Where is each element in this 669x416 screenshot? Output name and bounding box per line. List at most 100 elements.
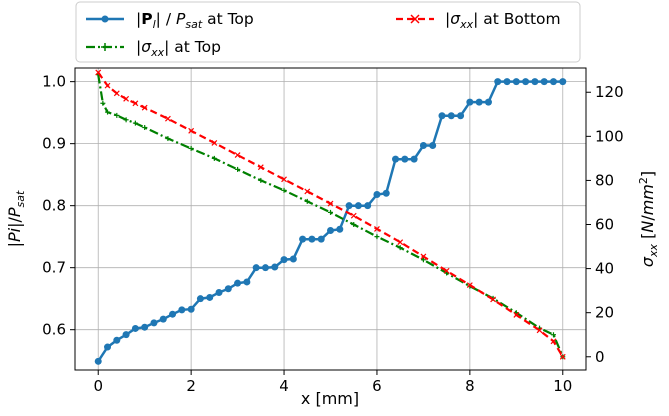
legend-marker-circle — [101, 15, 109, 23]
data-point — [261, 264, 269, 272]
data-point — [95, 69, 102, 76]
data-point — [382, 189, 390, 197]
data-point — [258, 177, 264, 183]
y-right-tick-label: 80 — [595, 171, 614, 189]
data-point — [308, 235, 316, 243]
data-point — [317, 235, 325, 243]
data-point — [484, 98, 492, 106]
data-point — [345, 202, 353, 210]
data-point — [114, 112, 120, 118]
data-point — [281, 187, 287, 193]
data-point — [420, 253, 427, 260]
data-point — [364, 202, 372, 210]
x-tick-label: 2 — [186, 377, 196, 395]
data-point — [280, 256, 288, 264]
data-point — [550, 338, 557, 345]
data-point — [234, 279, 242, 287]
legend-label-polarization: |Pl| / Psat at Top — [136, 10, 254, 31]
y-right-tick-label: 40 — [595, 260, 614, 278]
data-point — [513, 311, 520, 318]
data-point — [397, 239, 404, 246]
data-point — [299, 235, 307, 243]
data-point — [122, 331, 130, 339]
data-point — [271, 263, 279, 271]
data-point — [540, 78, 548, 86]
x-tick-label: 6 — [372, 377, 382, 395]
series-0 — [94, 78, 567, 365]
y-left-tick-label: 0.7 — [42, 259, 66, 277]
data-point — [559, 353, 566, 360]
y-axis-right-label: σxx [N/mm2] — [637, 171, 660, 267]
legend-box — [75, 1, 581, 63]
x-tick-label: 4 — [279, 377, 289, 395]
data-point — [327, 200, 334, 207]
data-point — [531, 78, 539, 86]
data-point — [304, 188, 311, 195]
legend-label-sigma-bottom: |σxx| at Bottom — [445, 10, 561, 31]
data-point — [549, 78, 557, 86]
data-point — [397, 245, 403, 251]
data-point — [178, 306, 186, 314]
data-point — [374, 234, 380, 240]
data-point — [169, 310, 177, 318]
data-point — [559, 78, 567, 86]
data-point — [304, 198, 310, 204]
data-point — [123, 95, 130, 102]
grid — [75, 68, 586, 370]
data-point — [354, 202, 362, 210]
data-point — [206, 293, 214, 301]
data-point — [392, 155, 400, 163]
y-left-tick-label: 1.0 — [42, 73, 66, 91]
data-point — [94, 357, 102, 365]
y-left-tick-label: 0.8 — [42, 197, 66, 215]
data-point — [215, 288, 223, 296]
y-axis-left-label: |Pi|/Psat — [5, 190, 27, 247]
legend-entry-sigma-bottom: |σxx| at Bottom — [396, 10, 561, 31]
data-point — [550, 332, 556, 338]
data-point — [438, 112, 446, 120]
data-point — [188, 127, 195, 134]
data-point — [466, 282, 473, 289]
y-right-tick-label: 100 — [595, 127, 624, 145]
x-tick-label: 10 — [553, 377, 572, 395]
x-axis-label: x [mm] — [301, 389, 359, 408]
data-point — [429, 142, 437, 150]
y-left-tick-label: 0.9 — [42, 135, 66, 153]
data-point — [289, 255, 297, 263]
data-point — [522, 78, 530, 86]
x-tick-label: 0 — [93, 377, 103, 395]
data-point — [150, 319, 158, 327]
y-left-tick-label: 0.6 — [42, 321, 66, 339]
data-point — [164, 115, 171, 122]
data-point — [350, 212, 357, 219]
data-point — [113, 336, 121, 344]
data-point — [113, 90, 120, 97]
data-point — [257, 164, 264, 171]
legend-marker-x — [410, 14, 420, 24]
data-point — [374, 225, 380, 232]
data-point — [188, 145, 194, 151]
series-layer — [94, 69, 567, 365]
data-point — [494, 78, 502, 86]
data-point — [475, 98, 483, 106]
data-point — [224, 285, 232, 293]
data-point — [401, 155, 409, 163]
data-point — [234, 152, 241, 158]
data-point — [187, 305, 195, 313]
y-axis-right: 0 20 40 60 80 100 120 — [586, 83, 624, 366]
x-tick-label: 8 — [465, 377, 475, 395]
data-point — [235, 166, 241, 172]
data-point — [536, 327, 543, 334]
data-point — [100, 100, 106, 106]
data-point — [104, 343, 112, 351]
data-point — [447, 112, 455, 120]
legend-marker-plus — [101, 43, 109, 51]
data-point — [420, 257, 426, 263]
data-point — [132, 120, 138, 126]
data-point — [131, 324, 139, 332]
data-point — [104, 82, 111, 89]
data-point — [457, 112, 465, 120]
y-right-tick-label: 120 — [595, 83, 624, 101]
data-point — [165, 136, 171, 142]
